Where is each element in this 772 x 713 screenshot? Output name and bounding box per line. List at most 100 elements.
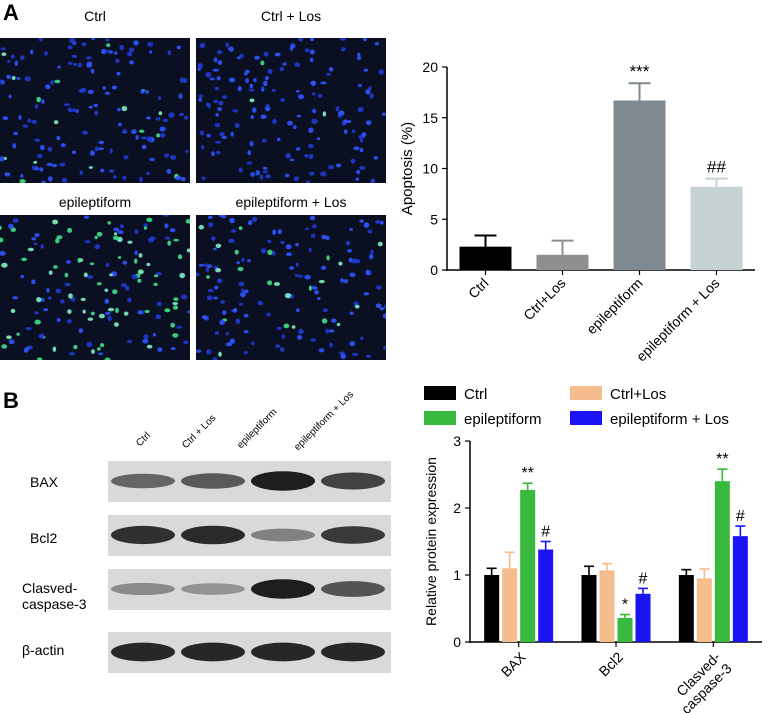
tunel-positive-nucleus xyxy=(354,304,360,309)
nucleus xyxy=(308,127,314,133)
nucleus xyxy=(310,233,316,238)
nucleus xyxy=(243,351,248,355)
nucleus xyxy=(13,131,19,136)
nucleus xyxy=(228,238,235,243)
nucleus xyxy=(105,38,110,42)
nucleus xyxy=(159,133,166,138)
nucleus xyxy=(241,257,245,263)
nucleus xyxy=(147,237,155,243)
nucleus xyxy=(100,168,105,173)
nucleus xyxy=(353,146,360,151)
nucleus xyxy=(39,167,44,172)
nucleus xyxy=(14,60,18,66)
nucleus xyxy=(196,349,202,353)
nucleus xyxy=(309,49,315,55)
tunel-positive-nucleus xyxy=(33,160,38,164)
nucleus xyxy=(312,224,317,229)
tunel-positive-nucleus xyxy=(234,249,239,255)
nucleus xyxy=(168,112,175,118)
bar xyxy=(678,575,694,642)
nucleus xyxy=(98,147,104,151)
nucleus xyxy=(382,345,386,350)
image-label-epileptiform: epileptiform xyxy=(58,194,132,210)
nucleus xyxy=(263,80,268,87)
nucleus xyxy=(360,336,364,340)
lane-label-ctrl: Ctrl xyxy=(134,430,154,449)
nucleus xyxy=(38,333,45,339)
nucleus xyxy=(297,274,303,278)
nucleus xyxy=(320,265,327,270)
tunel-positive-nucleus xyxy=(109,273,113,277)
tunel-positive-nucleus xyxy=(48,270,53,275)
nucleus xyxy=(335,106,340,112)
nucleus xyxy=(34,138,41,142)
nucleus xyxy=(359,165,366,170)
nucleus xyxy=(90,150,95,156)
nucleus xyxy=(143,334,149,340)
nucleus xyxy=(230,131,234,137)
nucleus xyxy=(78,328,84,334)
tunel-positive-nucleus xyxy=(1,262,8,268)
nucleus xyxy=(250,172,255,177)
micrograph-epileptiform-los xyxy=(196,215,386,360)
nucleus xyxy=(126,339,133,344)
nucleus xyxy=(180,176,186,182)
tunel-positive-nucleus xyxy=(238,226,243,230)
tunel-positive-nucleus xyxy=(67,309,72,314)
nucleus xyxy=(0,156,5,162)
nucleus xyxy=(129,47,135,53)
tunel-positive-nucleus xyxy=(106,43,111,48)
nucleus xyxy=(10,54,15,59)
tunel-positive-nucleus xyxy=(64,272,69,278)
nucleus xyxy=(355,177,360,181)
nucleus xyxy=(239,53,244,59)
nucleus xyxy=(351,129,356,133)
nucleus xyxy=(382,313,386,319)
nucleus xyxy=(241,288,245,293)
nucleus xyxy=(311,286,316,290)
nucleus xyxy=(40,244,44,249)
nucleus xyxy=(105,262,110,268)
tunel-positive-nucleus xyxy=(123,311,129,316)
nucleus xyxy=(79,170,84,176)
nucleus xyxy=(162,215,170,217)
y-tick-label: 1 xyxy=(453,567,461,583)
nucleus xyxy=(47,296,52,300)
tunel-positive-nucleus xyxy=(138,253,143,258)
x-tick-label-line: Bcl2 xyxy=(596,649,627,680)
nucleus xyxy=(88,105,93,109)
nucleus xyxy=(129,60,135,65)
nucleus xyxy=(369,254,374,260)
nucleus xyxy=(23,347,29,353)
nucleus xyxy=(328,329,335,333)
nucleus xyxy=(46,287,50,293)
nucleus xyxy=(81,42,87,47)
nucleus xyxy=(376,285,382,290)
nucleus xyxy=(71,54,78,59)
bar xyxy=(520,489,536,642)
nucleus xyxy=(156,301,162,307)
nucleus xyxy=(221,135,228,139)
nucleus xyxy=(61,143,65,147)
nucleus xyxy=(2,116,9,121)
tunel-positive-nucleus xyxy=(146,217,153,222)
nucleus xyxy=(94,244,101,250)
nucleus xyxy=(18,115,22,120)
nucleus xyxy=(295,262,299,267)
tunel-positive-nucleus xyxy=(137,278,142,283)
tunel-positive-nucleus xyxy=(10,308,16,314)
tunel-positive-nucleus xyxy=(104,357,111,360)
nucleus xyxy=(169,228,176,233)
lane-label-epileptiform: epileptiform xyxy=(235,406,280,451)
nucleus xyxy=(330,318,337,323)
nucleus xyxy=(221,95,228,99)
nucleus xyxy=(145,90,149,94)
nucleus xyxy=(311,118,318,125)
significance-label: ** xyxy=(521,465,533,482)
nucleus xyxy=(287,120,293,126)
nucleus xyxy=(366,120,372,126)
tunel-positive-nucleus xyxy=(156,133,161,138)
nucleus xyxy=(325,328,330,334)
nucleus xyxy=(162,118,169,123)
nucleus xyxy=(196,272,200,277)
